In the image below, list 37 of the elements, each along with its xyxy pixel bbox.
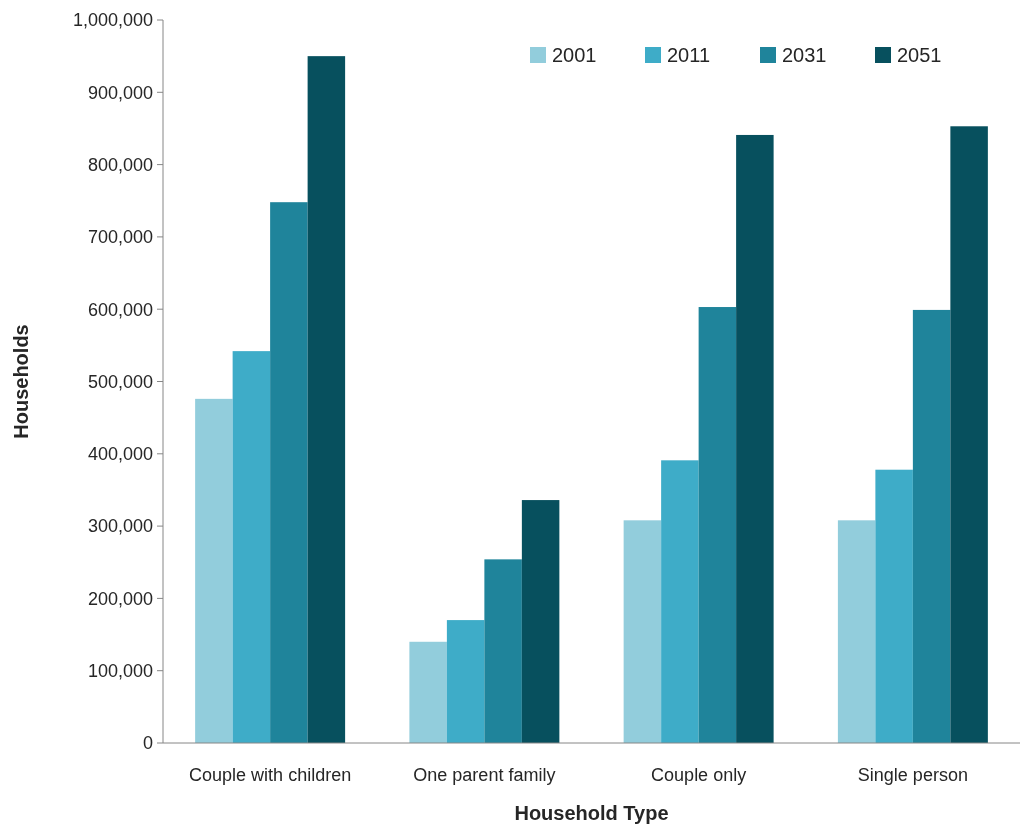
y-tick-label: 200,000 (87, 588, 153, 609)
bar (446, 620, 485, 743)
y-tick-label: 600,000 (87, 299, 153, 320)
y-axis-title: Households (10, 324, 32, 439)
y-tick-label: 300,000 (87, 516, 153, 537)
bar (736, 134, 774, 743)
bar (307, 56, 346, 743)
legend-label: 2011 (667, 44, 711, 66)
x-axis-title: Household Type (514, 802, 669, 824)
legend-label: 2001 (552, 44, 597, 66)
y-tick-label: 1,000,000 (72, 10, 153, 31)
bar (912, 309, 951, 743)
y-tick-label: 800,000 (87, 154, 153, 175)
bar (661, 460, 699, 743)
bar (195, 398, 233, 743)
y-tick-label: 0 (142, 733, 153, 754)
legend-label: 2051 (897, 44, 942, 66)
bar (837, 520, 876, 743)
bar (950, 126, 988, 743)
bar (521, 500, 560, 743)
y-tick-label: 900,000 (87, 82, 153, 103)
bar (270, 202, 308, 743)
x-tick-label: Couple only (651, 765, 747, 785)
x-tick-label: Couple with children (189, 765, 352, 785)
y-tick-label: 400,000 (87, 444, 153, 465)
y-tick-label: 100,000 (87, 661, 153, 681)
legend-label: 2031 (782, 44, 827, 66)
y-tick-label: 700,000 (87, 227, 153, 248)
y-tick-label: 500,000 (87, 371, 153, 392)
bar (875, 469, 913, 743)
bar (409, 641, 447, 743)
bar (232, 351, 271, 743)
bar (698, 307, 737, 743)
x-tick-label: Single person (857, 765, 968, 785)
bar (623, 520, 662, 743)
x-tick-label: One parent family (413, 765, 556, 785)
bar (484, 559, 522, 743)
